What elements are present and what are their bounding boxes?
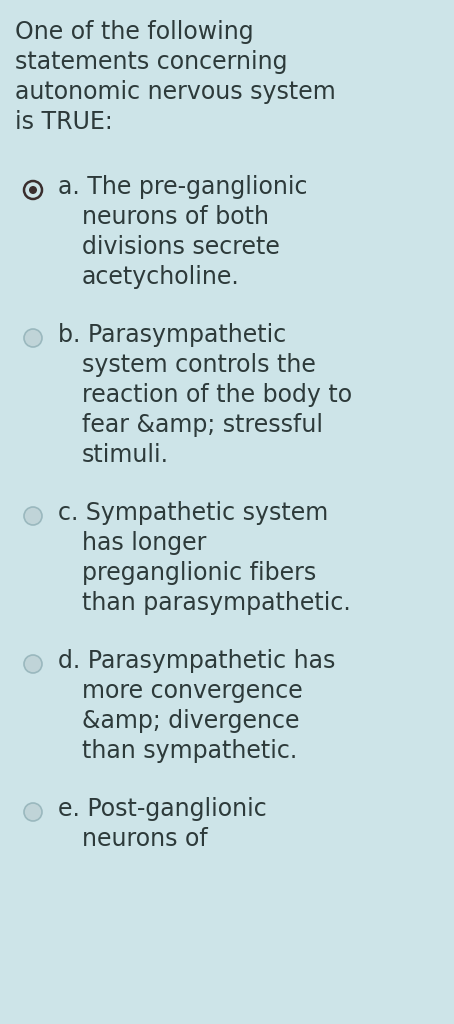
Text: is TRUE:: is TRUE:	[15, 110, 113, 134]
Text: reaction of the body to: reaction of the body to	[82, 383, 352, 407]
Text: more convergence: more convergence	[82, 679, 303, 703]
Circle shape	[24, 803, 42, 821]
Text: c. Sympathetic system: c. Sympathetic system	[58, 501, 328, 525]
Text: than parasympathetic.: than parasympathetic.	[82, 591, 351, 615]
Text: neurons of: neurons of	[82, 827, 208, 851]
Text: autonomic nervous system: autonomic nervous system	[15, 80, 336, 104]
Text: neurons of both: neurons of both	[82, 205, 269, 229]
Text: a. The pre-ganglionic: a. The pre-ganglionic	[58, 175, 307, 199]
Text: divisions secrete: divisions secrete	[82, 234, 280, 259]
Circle shape	[29, 186, 37, 194]
Text: acetycholine.: acetycholine.	[82, 265, 240, 289]
Text: e. Post-ganglionic: e. Post-ganglionic	[58, 797, 267, 821]
Text: stimuli.: stimuli.	[82, 443, 169, 467]
Circle shape	[24, 329, 42, 347]
Circle shape	[24, 507, 42, 525]
Text: preganglionic fibers: preganglionic fibers	[82, 561, 316, 585]
Text: statements concerning: statements concerning	[15, 50, 287, 74]
Text: b. Parasympathetic: b. Parasympathetic	[58, 323, 286, 347]
Circle shape	[24, 181, 42, 199]
Text: system controls the: system controls the	[82, 353, 316, 377]
Text: fear &amp; stressful: fear &amp; stressful	[82, 413, 323, 437]
Text: d. Parasympathetic has: d. Parasympathetic has	[58, 649, 336, 673]
Text: has longer: has longer	[82, 531, 207, 555]
Text: than sympathetic.: than sympathetic.	[82, 739, 297, 763]
Circle shape	[24, 655, 42, 673]
Text: One of the following: One of the following	[15, 20, 254, 44]
Text: &amp; divergence: &amp; divergence	[82, 709, 300, 733]
